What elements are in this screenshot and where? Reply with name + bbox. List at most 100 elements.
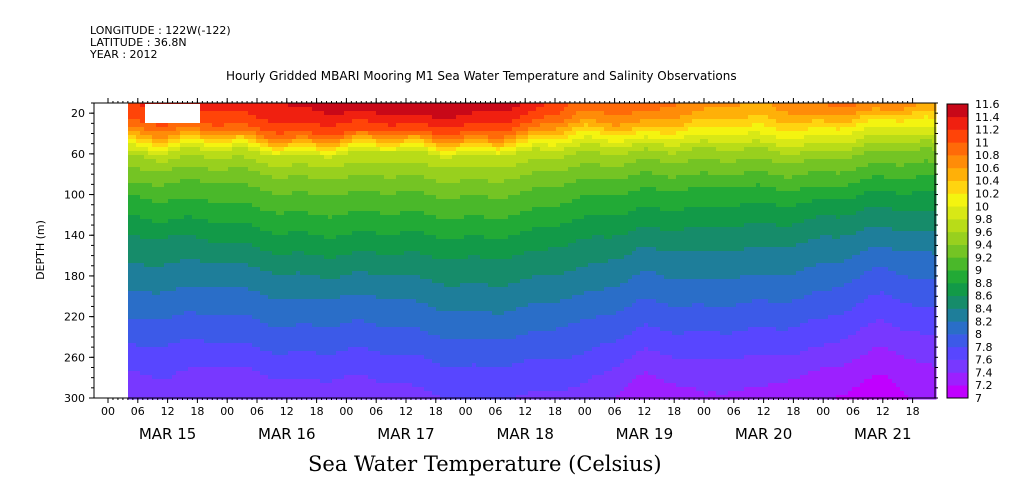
heatmap-cell (376, 363, 381, 368)
heatmap-cell (224, 379, 229, 384)
heatmap-cell (340, 343, 345, 348)
heatmap-cell (180, 187, 185, 192)
heatmap-cell (168, 219, 173, 224)
heatmap-cell (280, 383, 285, 388)
heatmap-cell (284, 143, 289, 148)
heatmap-cell (364, 219, 369, 224)
heatmap-cell (200, 171, 205, 176)
heatmap-cell (156, 271, 161, 276)
heatmap-cell (372, 135, 377, 140)
heatmap-cell (348, 371, 353, 376)
heatmap-cell (232, 171, 237, 176)
heatmap-cell (224, 235, 229, 240)
heatmap-cell (384, 231, 389, 236)
heatmap-cell (220, 191, 225, 196)
heatmap-cell (356, 115, 361, 120)
heatmap-cell (248, 143, 253, 148)
heatmap-cell (396, 223, 401, 228)
heatmap-cell (348, 319, 353, 324)
heatmap-cell (176, 267, 181, 272)
heatmap-cell (392, 215, 397, 220)
heatmap-cell (136, 355, 141, 360)
heatmap-cell (316, 123, 321, 128)
heatmap-cell (292, 395, 297, 400)
heatmap-cell (312, 163, 317, 168)
heatmap-cell (316, 143, 321, 148)
heatmap-cell (144, 207, 149, 212)
heatmap-cell (208, 315, 213, 320)
heatmap-cell (232, 231, 237, 236)
heatmap-cell (136, 107, 141, 112)
heatmap-cell (272, 115, 277, 120)
heatmap-cell (300, 135, 305, 140)
heatmap-cell (220, 299, 225, 304)
heatmap-cell (380, 283, 385, 288)
heatmap-cell (172, 159, 177, 164)
heatmap-cell (384, 367, 389, 372)
heatmap-cell (220, 339, 225, 344)
heatmap-cell (308, 331, 313, 336)
heatmap-cell (336, 103, 341, 108)
heatmap-cell (156, 135, 161, 140)
heatmap-cell (276, 227, 281, 232)
heatmap-cell (336, 195, 341, 200)
heatmap-cell (340, 135, 345, 140)
heatmap-cell (260, 391, 265, 396)
heatmap-cell (364, 199, 369, 204)
heatmap-cell (244, 203, 249, 208)
heatmap-cell (284, 147, 289, 152)
heatmap-cell (196, 375, 201, 380)
heatmap-cell (128, 335, 133, 340)
heatmap-cell (260, 131, 265, 136)
heatmap-cell (128, 251, 133, 256)
heatmap-cell (244, 251, 249, 256)
heatmap-cell (272, 387, 277, 392)
heatmap-cell (208, 319, 213, 324)
heatmap-cell (284, 247, 289, 252)
heatmap-cell (348, 235, 353, 240)
heatmap-cell (224, 171, 229, 176)
heatmap-cell (284, 391, 289, 396)
heatmap-cell (260, 215, 265, 220)
heatmap-cell (320, 123, 325, 128)
heatmap-cell (136, 267, 141, 272)
heatmap-cell (268, 259, 273, 264)
heatmap-cell (200, 147, 205, 152)
heatmap-cell (272, 303, 277, 308)
heatmap-cell (208, 183, 213, 188)
heatmap-cell (336, 271, 341, 276)
heatmap-cell (264, 171, 269, 176)
heatmap-cell (268, 355, 273, 360)
heatmap-cell (344, 123, 349, 128)
heatmap-cell (268, 347, 273, 352)
heatmap-cell (268, 203, 273, 208)
heatmap-cell (344, 263, 349, 268)
heatmap-cell (216, 247, 221, 252)
heatmap-cell (192, 231, 197, 236)
heatmap-cell (328, 363, 333, 368)
heatmap-cell (272, 359, 277, 364)
heatmap-cell (316, 167, 321, 172)
heatmap-cell (132, 239, 137, 244)
heatmap-cell (332, 251, 337, 256)
heatmap-cell (252, 347, 257, 352)
heatmap-cell (332, 335, 337, 340)
heatmap-cell (352, 287, 357, 292)
heatmap-cell (236, 359, 241, 364)
heatmap-cell (340, 315, 345, 320)
heatmap-cell (228, 175, 233, 180)
heatmap-cell (240, 115, 245, 120)
heatmap-cell (288, 315, 293, 320)
heatmap-cell (256, 155, 261, 160)
heatmap-cell (148, 159, 153, 164)
heatmap-cell (220, 323, 225, 328)
heatmap-cell (296, 263, 301, 268)
heatmap-cell (188, 259, 193, 264)
heatmap-cell (304, 147, 309, 152)
heatmap-cell (244, 283, 249, 288)
heatmap-cell (156, 319, 161, 324)
heatmap-cell (260, 323, 265, 328)
heatmap-cell (224, 339, 229, 344)
heatmap-cell (236, 199, 241, 204)
heatmap-cell (360, 207, 365, 212)
